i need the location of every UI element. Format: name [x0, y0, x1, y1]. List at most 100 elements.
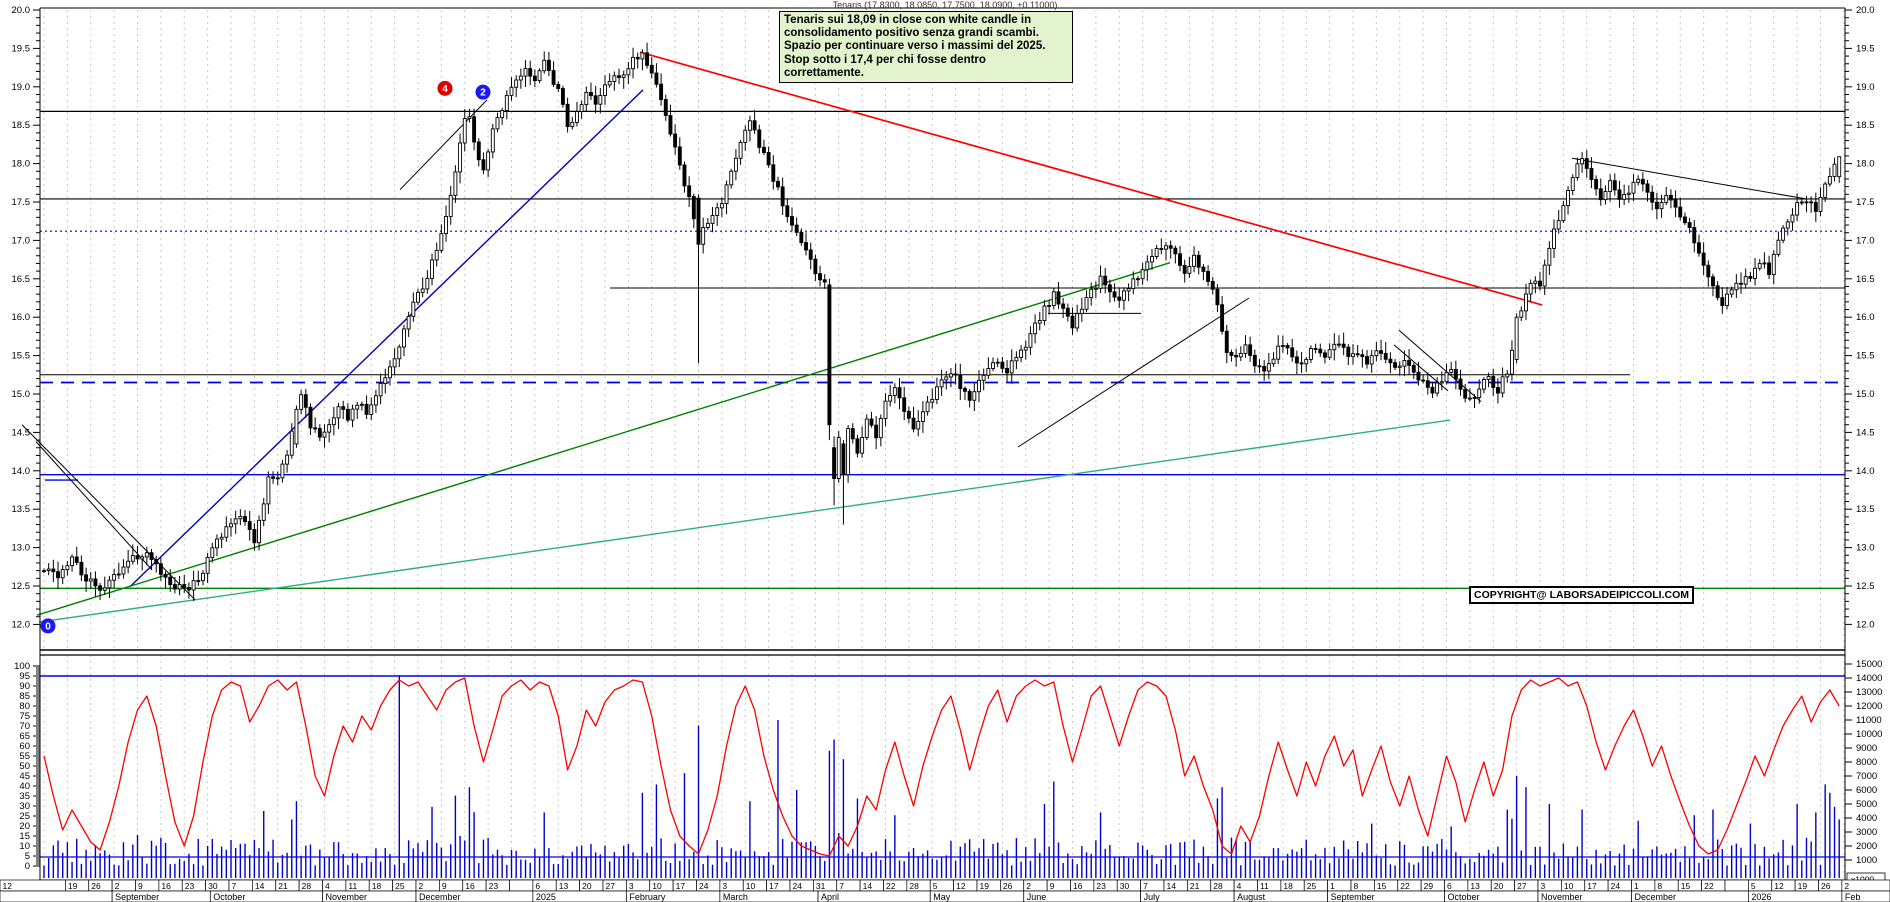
analysis-annotation: Tenaris sui 18,09 in close con white can… — [779, 11, 1073, 84]
week-tick-label: 2 — [1844, 881, 1849, 891]
svg-text:25: 25 — [19, 811, 30, 822]
svg-text:19.5: 19.5 — [12, 43, 31, 54]
week-tick-label: 25 — [395, 881, 405, 891]
week-tick-label: 8 — [1354, 881, 1359, 891]
week-tick-label: 16 — [161, 881, 171, 891]
month-label: July — [1144, 892, 1161, 902]
week-tick-label: 30 — [1120, 881, 1130, 891]
week-tick-label: 9 — [1050, 881, 1055, 891]
oscillator-axis: 0510152025303540455055606570758085909510… — [14, 661, 40, 872]
svg-text:5000: 5000 — [1856, 799, 1877, 810]
svg-text:17.5: 17.5 — [1856, 197, 1875, 208]
week-tick-label: 1 — [1330, 881, 1335, 891]
week-tick-label: 9 — [138, 881, 143, 891]
svg-text:15.5: 15.5 — [1856, 351, 1875, 362]
svg-text:15.5: 15.5 — [12, 351, 31, 362]
week-tick-label: 7 — [839, 881, 844, 891]
month-label: October — [213, 892, 245, 902]
month-label: May — [933, 892, 951, 902]
svg-text:75: 75 — [19, 711, 30, 722]
week-tick-label: 21 — [278, 881, 288, 891]
svg-text:4000: 4000 — [1856, 813, 1877, 824]
red-descending-resistance — [639, 51, 1543, 306]
week-tick-label: 28 — [302, 881, 312, 891]
week-tick-label: 20 — [582, 881, 592, 891]
month-label: 2026 — [1751, 892, 1771, 902]
month-label: September — [115, 892, 159, 902]
week-tick-label: 6 — [1447, 881, 1452, 891]
svg-text:95: 95 — [19, 671, 30, 682]
week-tick-label: 5 — [1751, 881, 1756, 891]
svg-text:35: 35 — [19, 791, 30, 802]
week-tick-label: 3 — [1541, 881, 1546, 891]
svg-text:14000: 14000 — [1856, 673, 1882, 684]
copyright-badge: COPYRIGHT@ LABORSADEIPICCOLI.COM — [1469, 586, 1694, 604]
svg-text:30: 30 — [19, 801, 30, 812]
svg-text:20.0: 20.0 — [1856, 5, 1875, 16]
volume-unit-label: x1000 — [1851, 875, 1874, 885]
wave-marker-circle — [475, 84, 491, 100]
annotation-line: Stop sotto i 17,4 per chi fosse dentro c… — [784, 53, 986, 79]
wave-marker-circle — [437, 80, 453, 96]
black-oct-wedge-1 — [1398, 329, 1482, 403]
oscillator-line — [43, 677, 1840, 857]
svg-text:12.0: 12.0 — [1856, 619, 1875, 630]
week-tick-label: 20 — [1494, 881, 1504, 891]
month-label: September — [1331, 892, 1375, 902]
svg-text:0: 0 — [25, 861, 30, 872]
week-tick-label: 30 — [208, 881, 218, 891]
month-label: August — [1237, 892, 1266, 902]
week-tick-label: 12 — [3, 881, 13, 891]
week-tick-label: 1 — [1634, 881, 1639, 891]
svg-text:19.0: 19.0 — [1856, 82, 1875, 93]
week-tick-label: 22 — [1400, 881, 1410, 891]
date-axis: 12 19 26 2 9 16 23 30 7 14 21 28 4 11 18 25 2 9 16 23 6 13 20 2… — [0, 879, 1890, 902]
blue-steep-uptrend — [129, 89, 644, 588]
svg-text:15000: 15000 — [1856, 659, 1882, 670]
black-nov-jan-resistance — [1571, 157, 1807, 200]
week-tick-label: 19 — [1798, 881, 1808, 891]
svg-text:7000: 7000 — [1856, 771, 1877, 782]
svg-text:13000: 13000 — [1856, 687, 1882, 698]
week-tick-label: 27 — [1517, 881, 1527, 891]
svg-text:1000: 1000 — [1856, 855, 1877, 866]
week-tick-label: 28 — [1213, 881, 1223, 891]
candlesticks — [42, 42, 1842, 601]
wave-marker-label: 2 — [480, 88, 486, 99]
svg-text:16.0: 16.0 — [1856, 312, 1875, 323]
week-tick-label: 12 — [956, 881, 966, 891]
month-label: November — [326, 892, 368, 902]
wave-marker-label: 0 — [45, 621, 51, 632]
svg-text:3000: 3000 — [1856, 827, 1877, 838]
chart-title: Tenaris (17.8300, 18.0850, 17.7500, 18.0… — [832, 0, 1058, 10]
week-tick-label: 17 — [769, 881, 779, 891]
month-label: October — [1448, 892, 1480, 902]
week-tick-label: 13 — [1470, 881, 1480, 891]
svg-text:20.0: 20.0 — [12, 5, 31, 16]
month-label: Feb — [1845, 892, 1861, 902]
week-tick-label: 8 — [1657, 881, 1662, 891]
week-tick-label: 19 — [980, 881, 990, 891]
week-tick-label: 4 — [1237, 881, 1242, 891]
svg-text:60: 60 — [19, 741, 30, 752]
svg-text:13.0: 13.0 — [12, 543, 31, 554]
week-tick-label: 10 — [652, 881, 662, 891]
svg-text:14.5: 14.5 — [1856, 427, 1875, 438]
week-tick-label: 7 — [232, 881, 237, 891]
black-dec-rally-line — [399, 99, 488, 191]
svg-text:85: 85 — [19, 691, 30, 702]
volume-bars — [43, 675, 1840, 878]
month-label: December — [419, 892, 461, 902]
svg-text:18.0: 18.0 — [12, 159, 31, 170]
week-tick-label: 3 — [722, 881, 727, 891]
svg-text:12.0: 12.0 — [12, 619, 31, 630]
week-tick-label: 10 — [1564, 881, 1574, 891]
svg-text:10000: 10000 — [1856, 729, 1882, 740]
svg-text:16.5: 16.5 — [1856, 274, 1875, 285]
annotation-line: consolidamento positivo senza grandi sca… — [784, 27, 1039, 40]
svg-text:19.5: 19.5 — [1856, 43, 1875, 54]
week-tick-label: 17 — [676, 881, 686, 891]
svg-text:2000: 2000 — [1856, 841, 1877, 852]
